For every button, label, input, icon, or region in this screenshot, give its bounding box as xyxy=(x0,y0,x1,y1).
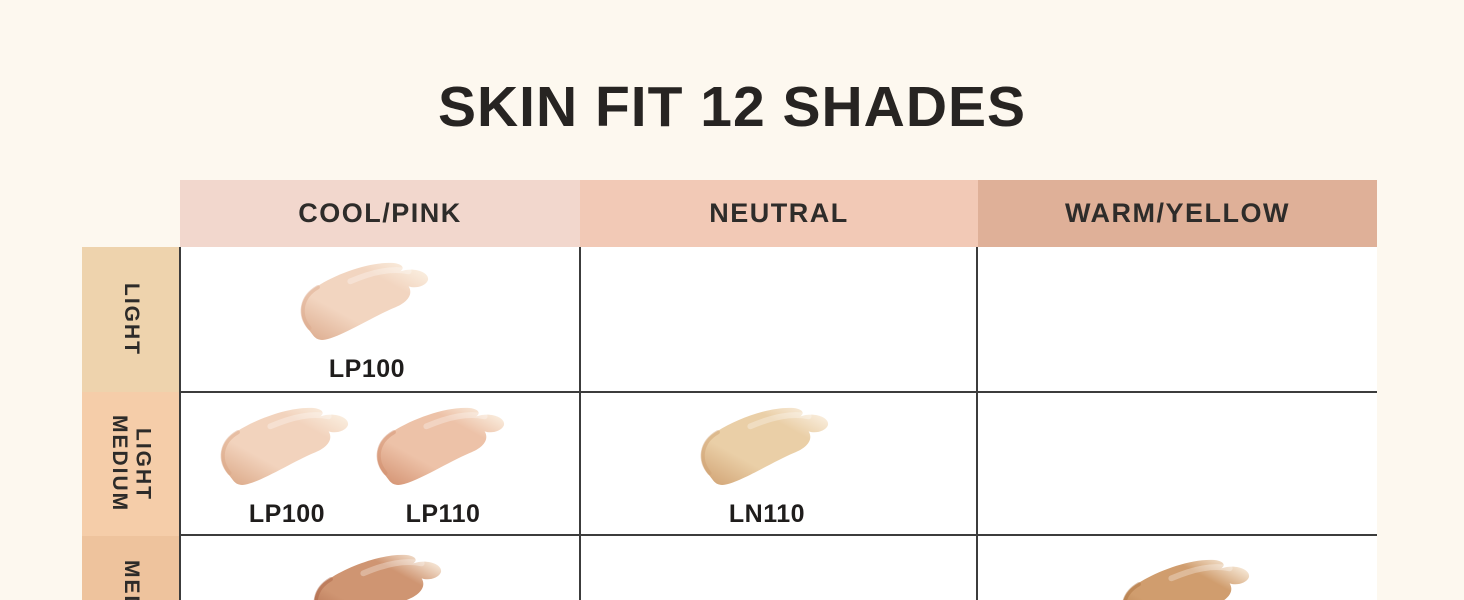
shade-code: LN110 xyxy=(728,500,806,528)
column-header-label: COOL/PINK xyxy=(298,198,462,228)
foundation-smear-icon xyxy=(1122,559,1249,600)
shade-code: LP110 xyxy=(405,500,481,528)
shade-swatch-lp100-light-medium: LP100 xyxy=(212,398,362,529)
column-header-label: WARM/YELLOW xyxy=(1065,198,1290,228)
row-header-light: LIGHT xyxy=(82,247,180,392)
grid-line-vertical xyxy=(179,247,181,600)
foundation-smear-icon xyxy=(220,407,349,485)
row-header-medium: MEDIUM xyxy=(82,536,180,600)
column-header-label: NEUTRAL xyxy=(709,198,849,228)
shade-swatch-lp110: LP110 xyxy=(368,398,518,529)
grid-line-vertical xyxy=(976,247,978,600)
foundation-smear-icon xyxy=(300,262,429,340)
row-header-light-medium: LIGHT MEDIUM xyxy=(82,392,180,536)
shade-swatch-ln110: LN110 xyxy=(692,398,842,529)
shade-code: LP100 xyxy=(248,500,326,528)
shade-swatch-lp100-light: LP100 xyxy=(292,253,442,384)
column-header-neutral: NEUTRAL xyxy=(580,180,978,247)
grid-line-horizontal xyxy=(180,534,1377,536)
row-header-label: LIGHT xyxy=(119,283,143,356)
row-header-label: MEDIUM xyxy=(119,560,143,600)
row-header-label: LIGHT MEDIUM xyxy=(108,415,155,513)
grid-line-vertical xyxy=(579,247,581,600)
foundation-smear-icon xyxy=(313,554,441,600)
shade-code: LP100 xyxy=(328,355,406,383)
foundation-smear-icon xyxy=(376,407,505,485)
shade-swatch-medium-cool xyxy=(305,545,455,600)
column-header-cool-pink: COOL/PINK xyxy=(180,180,580,247)
shade-swatch-medium-warm xyxy=(1113,550,1263,600)
page-title: SKIN FIT 12 SHADES xyxy=(437,75,1027,139)
grid-line-horizontal xyxy=(180,391,1377,393)
foundation-smear-icon xyxy=(700,407,829,485)
column-header-warm-yellow: WARM/YELLOW xyxy=(978,180,1377,247)
